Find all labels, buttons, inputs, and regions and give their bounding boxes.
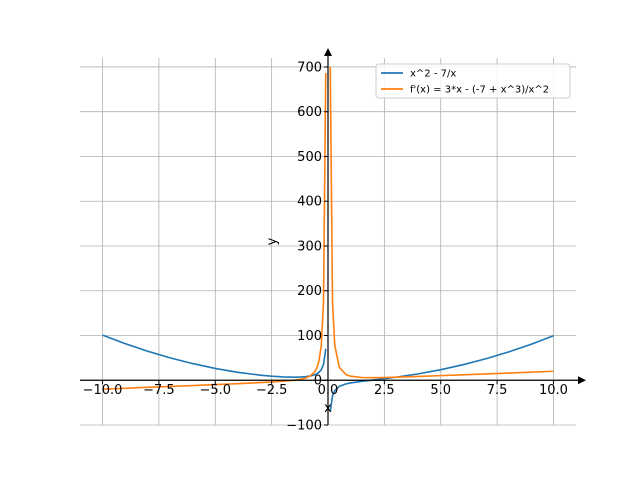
y-tick-label-8: 700	[297, 60, 322, 75]
x-tick-label-1: −7.5	[143, 383, 175, 398]
x-tick-label-2: −5.0	[199, 383, 231, 398]
series-1-segment-2	[329, 335, 554, 412]
y-tick-label-6: 500	[297, 150, 322, 165]
y-axis-label: y	[265, 237, 280, 245]
y-tick-label-4: 300	[297, 239, 322, 254]
x-tick-label-4: 0.0	[318, 383, 339, 398]
axes	[80, 48, 586, 426]
x-tick-label-8: 10.0	[539, 383, 568, 398]
tick-labels: −10.0 −7.5 −5.0 −2.5 0.0 2.5 5.0 7.5 10.0 −100 0 10…	[83, 60, 568, 433]
y-axis-arrow	[324, 48, 332, 56]
x-tick-label-5: 2.5	[374, 383, 395, 398]
legend-label-series-1: x^2 - 7/x	[410, 69, 456, 80]
x-tick-label-3: −2.5	[256, 383, 288, 398]
y-tick-label-2: 100	[297, 329, 322, 344]
y-tick-label-7: 600	[297, 105, 322, 120]
y-tick-label-0: −100	[286, 419, 322, 434]
y-tick-label-5: 400	[297, 195, 322, 210]
x-axis-label: x	[324, 401, 332, 416]
y-tick-label-1: 0	[314, 374, 322, 389]
x-tick-label-6: 5.0	[430, 383, 451, 398]
x-axis-arrow	[578, 376, 586, 385]
x-tick-label-7: 7.5	[487, 383, 508, 398]
legend-label-series-2: f'(x) = 3*x - (-7 + x^3)/x^2	[410, 85, 549, 96]
y-tick-label-3: 200	[297, 284, 322, 299]
legend: x^2 - 7/x f'(x) = 3*x - (-7 + x^3)/x^2	[375, 63, 571, 99]
series-1-segment-1	[102, 334, 327, 378]
legend-box	[375, 63, 571, 99]
series-2-segment-1	[102, 72, 327, 390]
series-2-segment-2	[329, 66, 554, 379]
x-tick-label-0: −10.0	[83, 383, 123, 398]
